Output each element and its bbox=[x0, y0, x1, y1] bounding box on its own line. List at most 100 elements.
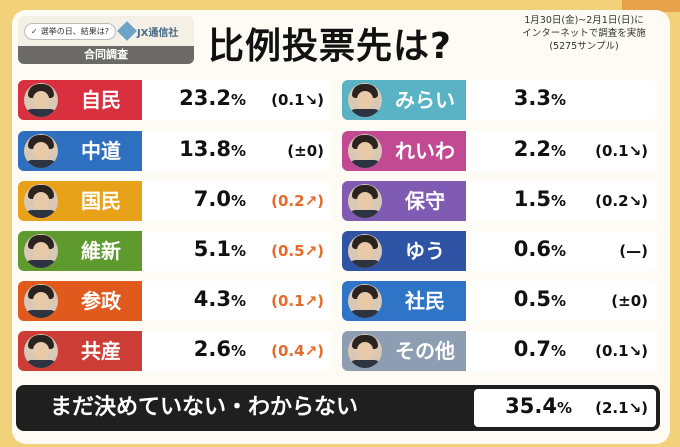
close-paren: ) bbox=[641, 399, 648, 417]
party-change: (0.1↗) bbox=[271, 292, 324, 310]
avatar-suit bbox=[24, 260, 58, 268]
logo-top: ✓ 選挙の日、結果は? JX通信社 bbox=[24, 21, 188, 41]
party-label: れいわ bbox=[342, 131, 466, 171]
party-label: みらい bbox=[342, 80, 466, 120]
party-name: 国民 bbox=[81, 189, 121, 213]
avatar bbox=[348, 234, 382, 268]
undecided-change-value: (2.1 bbox=[595, 399, 629, 417]
arrow-down-right-icon: ↘ bbox=[628, 399, 642, 417]
party-value: 1.5 bbox=[513, 187, 551, 211]
party-value-box: 13.8% (±0) bbox=[142, 131, 332, 171]
party-change-value: (0.5 bbox=[271, 242, 305, 260]
party-value-box: 0.5% (±0) bbox=[466, 281, 656, 321]
party-value: 2.6 bbox=[193, 337, 231, 361]
party-percent: 1.5% bbox=[514, 187, 566, 211]
party-percent: 4.3% bbox=[194, 287, 246, 311]
avatar bbox=[24, 334, 58, 368]
avatar-face bbox=[357, 192, 373, 210]
party-value-box: 23.2% (0.1↘) bbox=[142, 80, 332, 120]
note-line-3: (5275サンプル) bbox=[549, 41, 619, 52]
avatar bbox=[24, 134, 58, 168]
party-change: (—) bbox=[619, 242, 648, 260]
party-label: 共産 bbox=[18, 331, 142, 371]
arrow-up-right-icon: ↗ bbox=[304, 242, 318, 260]
check-icon: ✓ bbox=[31, 26, 38, 36]
party-change-value: (0.4 bbox=[271, 342, 305, 360]
party-label: 社民 bbox=[342, 281, 466, 321]
percent-sign: % bbox=[550, 292, 566, 310]
avatar-suit bbox=[348, 260, 382, 268]
party-percent: 0.5% bbox=[514, 287, 566, 311]
close-paren: ) bbox=[317, 342, 324, 360]
party-value: 13.8 bbox=[179, 137, 231, 161]
party-value: 23.2 bbox=[179, 86, 231, 110]
party-value-box: 2.2% (0.1↘) bbox=[466, 131, 656, 171]
undecided-value: 35.4 bbox=[505, 394, 557, 418]
party-change: (±0) bbox=[611, 292, 648, 310]
avatar-face bbox=[357, 342, 373, 360]
brand: JX通信社 bbox=[117, 21, 179, 41]
undecided-percent: 35.4% bbox=[505, 394, 572, 418]
percent-sign: % bbox=[550, 192, 566, 210]
party-label: 中道 bbox=[18, 131, 142, 171]
party-row: みらい 3.3% bbox=[342, 80, 656, 120]
brand-name: JX通信社 bbox=[136, 27, 179, 39]
party-value-box: 7.0% (0.2↗) bbox=[142, 181, 332, 221]
party-name: 保守 bbox=[405, 189, 445, 213]
avatar bbox=[24, 184, 58, 218]
survey-pill-label: 選挙の日、結果は? bbox=[40, 26, 109, 36]
party-change: (0.2↗) bbox=[271, 192, 324, 210]
party-row: 社民 0.5% (±0) bbox=[342, 281, 656, 321]
party-percent: 3.3% bbox=[514, 86, 566, 110]
party-label: 参政 bbox=[18, 281, 142, 321]
percent-sign: % bbox=[230, 192, 246, 210]
note-line-2: インターネットで調査を実施 bbox=[522, 28, 646, 39]
survey-logo: ✓ 選挙の日、結果は? JX通信社 合同調査 bbox=[18, 16, 194, 64]
party-value-box: 4.3% (0.1↗) bbox=[142, 281, 332, 321]
undecided-row: まだ決めていない・わからない 35.4% (2.1↘) bbox=[16, 385, 660, 431]
arrow-down-right-icon: ↘ bbox=[628, 342, 642, 360]
party-name: みらい bbox=[395, 88, 455, 112]
party-value-box: 0.6% (—) bbox=[466, 231, 656, 271]
arrow-down-right-icon: ↘ bbox=[628, 142, 642, 160]
avatar-suit bbox=[24, 210, 58, 218]
avatar-suit bbox=[348, 360, 382, 368]
poll-card bbox=[12, 10, 670, 444]
party-change: (0.2↘) bbox=[595, 192, 648, 210]
avatar-suit bbox=[348, 210, 382, 218]
party-row: れいわ 2.2% (0.1↘) bbox=[342, 131, 656, 171]
party-change-value: (0.1 bbox=[271, 292, 305, 310]
avatar-suit bbox=[24, 360, 58, 368]
corner-tag bbox=[622, 0, 680, 12]
party-name: その他 bbox=[395, 339, 455, 363]
party-row: ゆう 0.6% (—) bbox=[342, 231, 656, 271]
party-value-box: 2.6% (0.4↗) bbox=[142, 331, 332, 371]
avatar-face bbox=[33, 342, 49, 360]
percent-sign: % bbox=[230, 142, 246, 160]
party-percent: 7.0% bbox=[194, 187, 246, 211]
arrow-up-right-icon: ↗ bbox=[304, 192, 318, 210]
arrow-up-right-icon: ↗ bbox=[304, 292, 318, 310]
avatar-suit bbox=[24, 109, 58, 117]
avatar-face bbox=[33, 192, 49, 210]
party-percent: 5.1% bbox=[194, 237, 246, 261]
party-change: (0.5↗) bbox=[271, 242, 324, 260]
close-paren: ) bbox=[317, 242, 324, 260]
avatar-face bbox=[357, 292, 373, 310]
close-paren: ) bbox=[317, 292, 324, 310]
party-label: 国民 bbox=[18, 181, 142, 221]
party-row: その他 0.7% (0.1↘) bbox=[342, 331, 656, 371]
party-name: 共産 bbox=[81, 339, 121, 363]
percent-sign: % bbox=[550, 342, 566, 360]
party-label: その他 bbox=[342, 331, 466, 371]
note-line-1: 1月30日(金)~2月1日(日)に bbox=[524, 15, 644, 26]
party-value-box: 5.1% (0.5↗) bbox=[142, 231, 332, 271]
avatar-face bbox=[33, 242, 49, 260]
party-change-value: (—) bbox=[619, 242, 648, 260]
avatar-suit bbox=[348, 310, 382, 318]
close-paren: ) bbox=[641, 342, 648, 360]
party-value-box: 0.7% (0.1↘) bbox=[466, 331, 656, 371]
percent-sign: % bbox=[550, 242, 566, 260]
percent-sign: % bbox=[230, 292, 246, 310]
party-change: (0.4↗) bbox=[271, 342, 324, 360]
